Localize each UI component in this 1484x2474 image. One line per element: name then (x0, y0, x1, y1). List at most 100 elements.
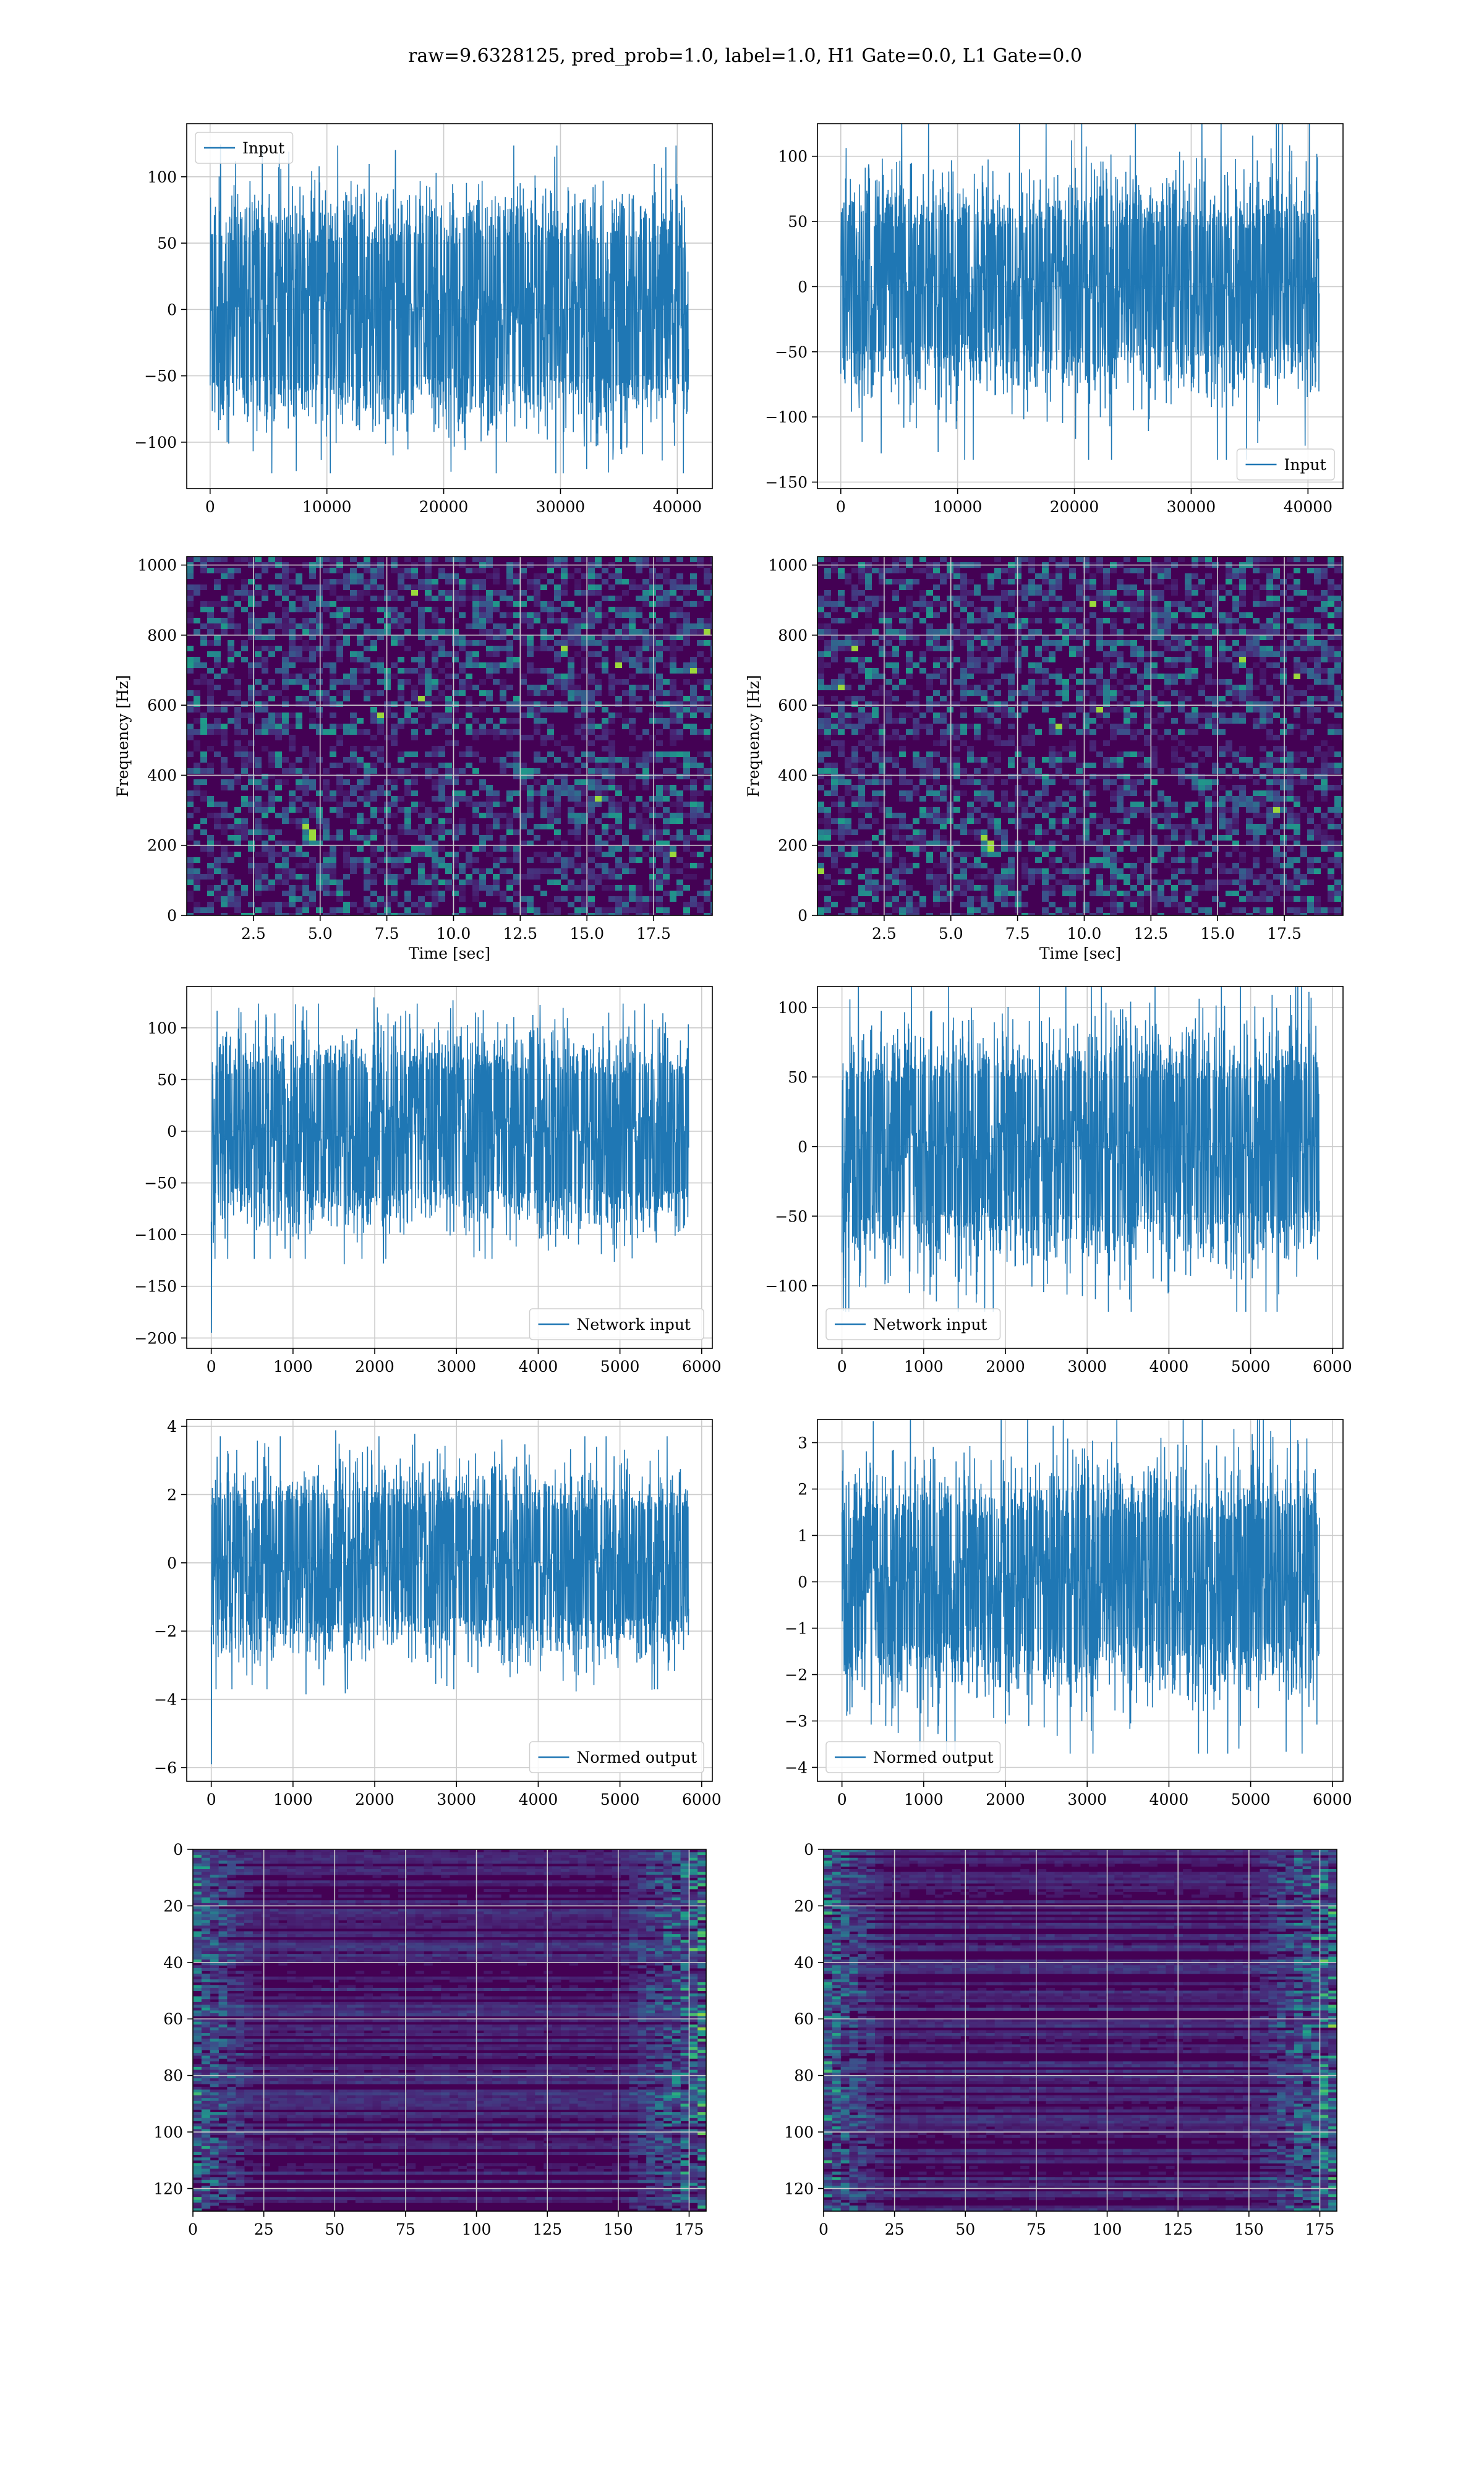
h1-normed-output-xtick-label: 4000 (519, 1791, 558, 1808)
l1-network-input-xtick-label: 4000 (1149, 1358, 1189, 1376)
h1-input-xtick-label: 30000 (536, 498, 586, 516)
h1-network-spectrogram-xtick-label: 0 (188, 2220, 198, 2238)
l1-network-spectrogram-xtick-label: 75 (1026, 2220, 1046, 2238)
l1-network-spectrogram-xtick-label: 50 (955, 2220, 975, 2238)
l1-network-spectrogram-axes-frame (823, 1849, 1337, 2212)
l1-spectrogram-xtick-label: 17.5 (1267, 925, 1302, 943)
l1-network-spectrogram-ytick-label: 60 (794, 2010, 814, 2028)
h1-input-ytick-label: −50 (144, 367, 177, 385)
h1-network-input-axes-frame (186, 986, 713, 1349)
h1-input-legend: Input (195, 132, 294, 164)
l1-network-spectrogram-ytick-label: 120 (784, 2180, 814, 2198)
h1-network-input-ytick-label: −150 (134, 1278, 177, 1296)
h1-network-input-ytick-label: 100 (147, 1019, 177, 1037)
l1-network-input-series-line (841, 987, 1320, 1312)
l1-input-xtick-label: 30000 (1167, 498, 1216, 516)
h1-normed-output-ytick-label: 0 (167, 1554, 177, 1572)
h1-network-input-xtick-label: 4000 (519, 1358, 558, 1376)
h1-spectrogram-xtick-label: 15.0 (569, 925, 604, 943)
l1-spectrogram-heatmap (817, 557, 1343, 915)
h1-input-legend-label: Input (242, 139, 284, 157)
l1-input-ytick-label: 0 (798, 278, 808, 296)
h1-network-input-xtick-label: 3000 (437, 1358, 476, 1376)
l1-network-input-xtick-label: 6000 (1313, 1358, 1352, 1376)
l1-input-panel: 0 10000 20000 30000 40000 −150 −100 −50 0 50 100 In… (765, 123, 1344, 516)
h1-normed-output-ytick-label: 4 (167, 1418, 177, 1436)
l1-normed-output-xtick-label: 1000 (904, 1791, 944, 1808)
l1-normed-output-ytick-label: −1 (785, 1620, 808, 1638)
h1-network-spectrogram-panel: 0 25 50 75 100 125 150 175 0 20 40 60 80 100 120 (153, 1841, 707, 2238)
l1-input-legend-label: Input (1284, 456, 1326, 474)
l1-network-input-xtick-label: 5000 (1231, 1358, 1271, 1376)
h1-spectrogram-heatmap (187, 557, 712, 915)
h1-network-spectrogram-xtick-label: 150 (603, 2220, 633, 2238)
l1-network-input-xtick-label: 1000 (904, 1358, 944, 1376)
figure-title: raw=9.6328125, pred_prob=1.0, label=1.0,… (408, 45, 1082, 67)
l1-network-input-legend-label: Network input (873, 1316, 987, 1333)
l1-network-input-xtick-label: 3000 (1067, 1358, 1107, 1376)
l1-normed-output-series-line (841, 1419, 1320, 1754)
h1-network-input-xtick-label: 6000 (682, 1358, 722, 1376)
h1-normed-output-xtick-label: 3000 (437, 1791, 476, 1808)
l1-spectrogram-ytick-label: 0 (798, 907, 808, 925)
h1-network-spectrogram-ytick-label: 100 (153, 2123, 183, 2141)
h1-network-spectrogram-ytick-label: 80 (163, 2067, 183, 2085)
h1-network-input-ytick-label: 0 (167, 1123, 177, 1141)
h1-normed-output-legend: Normed output (529, 1741, 704, 1773)
l1-normed-output-xtick-label: 3000 (1067, 1791, 1107, 1808)
h1-network-spectrogram-ytick-label: 40 (163, 1954, 183, 1972)
l1-input-xtick-label: 20000 (1050, 498, 1099, 516)
h1-normed-output-xtick-label: 1000 (273, 1791, 313, 1808)
h1-network-input-panel: 0 1000 2000 3000 4000 5000 6000−200−150−100−50… (134, 986, 722, 1376)
h1-network-spectrogram-xtick-label: 100 (462, 2220, 492, 2238)
h1-normed-output-legend-label: Normed output (577, 1748, 697, 1766)
h1-network-spectrogram-xtick-label: 50 (325, 2220, 344, 2238)
l1-input-axes-frame (817, 123, 1344, 489)
l1-spectrogram-xtick-label: 10.0 (1067, 925, 1102, 943)
l1-normed-output-axes-frame (817, 1419, 1344, 1782)
l1-network-spectrogram-xtick-label: 125 (1163, 2220, 1193, 2238)
h1-input-panel: 0 10000 20000 30000 40000 −100 −50 0 50 100 Input (134, 123, 713, 516)
l1-network-input-ytick-label: 50 (788, 1068, 808, 1086)
h1-normed-output-ytick-label: −4 (154, 1691, 177, 1709)
l1-spectrogram-xtick-label: 7.5 (1005, 925, 1030, 943)
h1-network-spectrogram-ytick-label: 20 (163, 1897, 183, 1915)
l1-normed-output-xtick-label: 4000 (1149, 1791, 1189, 1808)
l1-normed-output-legend-label: Normed output (873, 1748, 994, 1766)
h1-network-input-xtick-label: 5000 (600, 1358, 640, 1376)
l1-network-spectrogram-heatmap (824, 1849, 1337, 2211)
l1-input-ytick-label: 100 (778, 148, 808, 166)
h1-network-input-series-line (210, 997, 689, 1333)
h1-spectrogram-ytick-label: 600 (147, 696, 177, 714)
h1-normed-output-xtick-label: 0 (207, 1791, 216, 1808)
l1-normed-output-xtick-label: 0 (837, 1791, 847, 1808)
h1-spectrogram-xtick-label: 10.0 (437, 925, 471, 943)
l1-spectrogram-xtick-label: 15.0 (1200, 925, 1235, 943)
l1-spectrogram-xtick-label: 12.5 (1134, 925, 1169, 943)
l1-normed-output-ytick-label: 0 (798, 1573, 808, 1591)
l1-spectrogram-xtick-label: 5.0 (939, 925, 963, 943)
h1-input-ytick-label: 0 (167, 301, 177, 319)
l1-network-spectrogram-xtick-label: 0 (819, 2220, 829, 2238)
h1-input-ytick-label: 50 (157, 234, 177, 252)
l1-network-spectrogram-xtick-label: 150 (1234, 2220, 1264, 2238)
h1-spectrogram-xtick-label: 7.5 (375, 925, 399, 943)
h1-input-xtick-label: 20000 (419, 498, 469, 516)
l1-spectrogram-ytick-label: 400 (778, 766, 808, 784)
l1-network-input-xtick-label: 0 (837, 1358, 847, 1376)
h1-normed-output-series-line (210, 1430, 689, 1765)
h1-normed-output-panel: 0 1000 2000 3000 4000 5000 6000 −6 −4 −2 0 2 4 Normed… (154, 1418, 721, 1808)
h1-network-spectrogram-xtick-label: 125 (532, 2220, 562, 2238)
l1-normed-output-ytick-label: 1 (798, 1527, 808, 1545)
l1-normed-output-ytick-label: −3 (785, 1713, 808, 1731)
h1-normed-output-axes-frame (186, 1419, 713, 1782)
h1-input-xtick-label: 0 (205, 498, 215, 516)
l1-spectrogram-ytick-label: 1000 (768, 557, 808, 575)
h1-input-xtick-label: 10000 (302, 498, 352, 516)
l1-spectrogram-ylabel: Frequency [Hz] (744, 675, 762, 797)
h1-spectrogram-xtick-label: 5.0 (308, 925, 333, 943)
h1-network-input-xtick-label: 1000 (273, 1358, 313, 1376)
l1-network-spectrogram-ytick-label: 20 (794, 1897, 814, 1915)
l1-spectrogram-ytick-label: 200 (778, 837, 808, 855)
